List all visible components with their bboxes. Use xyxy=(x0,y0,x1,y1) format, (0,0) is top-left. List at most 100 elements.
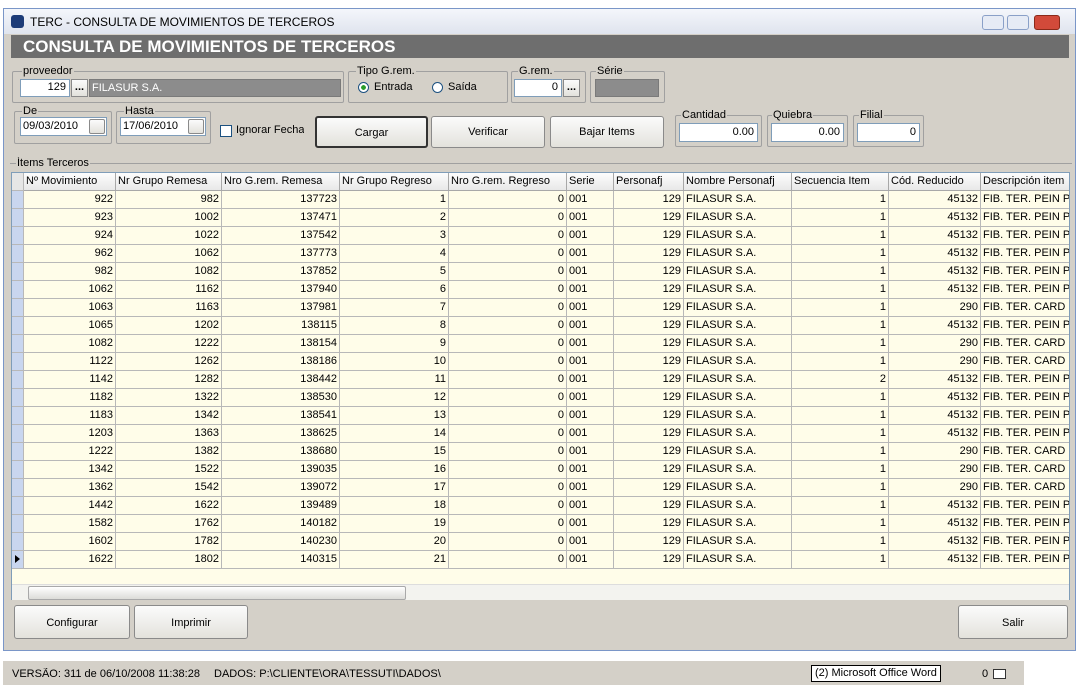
grid-cell[interactable]: 11 xyxy=(340,371,449,389)
grid-cell[interactable]: 129 xyxy=(614,551,684,569)
grid-cell[interactable]: 15 xyxy=(340,443,449,461)
grid-cell[interactable]: 0 xyxy=(449,533,567,551)
grid-cell[interactable]: 001 xyxy=(567,245,614,263)
row-indicator[interactable] xyxy=(12,263,24,281)
row-indicator[interactable] xyxy=(12,191,24,209)
grid-cell[interactable]: 0 xyxy=(449,497,567,515)
grid-cell[interactable]: 138530 xyxy=(222,389,340,407)
row-indicator[interactable] xyxy=(12,443,24,461)
grid-cell[interactable]: 12 xyxy=(340,389,449,407)
grid-cell[interactable]: 1 xyxy=(792,227,889,245)
grid-cell[interactable]: 17 xyxy=(340,479,449,497)
grid-cell[interactable]: 1802 xyxy=(116,551,222,569)
grid-cell[interactable]: 45132 xyxy=(889,407,981,425)
close-button[interactable] xyxy=(1034,15,1060,30)
grid-cell[interactable]: 001 xyxy=(567,335,614,353)
grid-cell[interactable]: 9 xyxy=(340,335,449,353)
grid-cell[interactable]: 137981 xyxy=(222,299,340,317)
grid-cell[interactable]: FIB. TER. PEIN PI xyxy=(981,533,1069,551)
grid-cell[interactable]: 1622 xyxy=(24,551,116,569)
grid-cell[interactable]: 001 xyxy=(567,461,614,479)
grid-cell[interactable]: 0 xyxy=(449,299,567,317)
row-indicator[interactable] xyxy=(12,317,24,335)
grid-cell[interactable]: FILASUR S.A. xyxy=(684,461,792,479)
grid-cell[interactable]: 129 xyxy=(614,245,684,263)
horizontal-scrollbar[interactable] xyxy=(12,584,1069,600)
grid-cell[interactable]: 001 xyxy=(567,353,614,371)
grid-cell[interactable]: 1162 xyxy=(116,281,222,299)
column-header[interactable]: Cód. Reducido xyxy=(889,173,981,191)
row-indicator[interactable] xyxy=(12,281,24,299)
grid-cell[interactable]: 1382 xyxy=(116,443,222,461)
row-indicator[interactable] xyxy=(12,299,24,317)
salir-button[interactable]: Salir xyxy=(958,605,1068,639)
grid-cell[interactable]: 129 xyxy=(614,533,684,551)
grid-cell[interactable]: 2 xyxy=(340,209,449,227)
grid-cell[interactable]: FIB. TER. PEIN PI xyxy=(981,263,1069,281)
grid-cell[interactable]: 1 xyxy=(792,551,889,569)
grid-cell[interactable]: 129 xyxy=(614,191,684,209)
grid-cell[interactable]: 138154 xyxy=(222,335,340,353)
grid-cell[interactable]: FILASUR S.A. xyxy=(684,551,792,569)
row-indicator[interactable] xyxy=(12,371,24,389)
grid-cell[interactable]: 45132 xyxy=(889,281,981,299)
grid-cell[interactable]: 1782 xyxy=(116,533,222,551)
grid-cell[interactable]: 45132 xyxy=(889,191,981,209)
row-indicator[interactable] xyxy=(12,461,24,479)
grid-cell[interactable]: 19 xyxy=(340,515,449,533)
grid-cell[interactable]: FIB. TER. CARD F xyxy=(981,335,1069,353)
grid-cell[interactable]: 001 xyxy=(567,443,614,461)
grid-cell[interactable]: 1262 xyxy=(116,353,222,371)
grid-cell[interactable]: 0 xyxy=(449,461,567,479)
grid-cell[interactable]: 129 xyxy=(614,389,684,407)
grid-cell[interactable]: 001 xyxy=(567,299,614,317)
grid-cell[interactable]: 5 xyxy=(340,263,449,281)
grid-cell[interactable]: FIB. TER. PEIN PI xyxy=(981,371,1069,389)
grid-cell[interactable]: 1 xyxy=(792,281,889,299)
grid-cell[interactable]: FIB. TER. PEIN PI xyxy=(981,245,1069,263)
row-indicator[interactable] xyxy=(12,407,24,425)
grid-cell[interactable]: 129 xyxy=(614,317,684,335)
grid-cell[interactable]: 001 xyxy=(567,425,614,443)
de-date[interactable]: 09/03/2010 xyxy=(20,117,107,136)
grid-cell[interactable]: 0 xyxy=(449,245,567,263)
grid-cell[interactable]: 923 xyxy=(24,209,116,227)
grid-cell[interactable]: 1082 xyxy=(116,263,222,281)
grid-cell[interactable]: 1 xyxy=(792,443,889,461)
row-indicator[interactable] xyxy=(12,389,24,407)
grid-cell[interactable]: FILASUR S.A. xyxy=(684,227,792,245)
grid-cell[interactable]: 1183 xyxy=(24,407,116,425)
radio-entrada-label[interactable]: Entrada xyxy=(374,81,413,93)
grid-cell[interactable]: 129 xyxy=(614,371,684,389)
grid-cell[interactable]: 45132 xyxy=(889,425,981,443)
verificar-button[interactable]: Verificar xyxy=(431,116,545,148)
grid-cell[interactable]: 45132 xyxy=(889,371,981,389)
grid-cell[interactable]: 0 xyxy=(449,551,567,569)
grid-cell[interactable]: 001 xyxy=(567,227,614,245)
radio-entrada[interactable] xyxy=(358,82,369,93)
grid-cell[interactable]: 20 xyxy=(340,533,449,551)
grid-cell[interactable]: 1602 xyxy=(24,533,116,551)
grid-cell[interactable]: 001 xyxy=(567,317,614,335)
grid-cell[interactable]: 1 xyxy=(792,335,889,353)
row-indicator[interactable] xyxy=(12,353,24,371)
grid-cell[interactable]: FILASUR S.A. xyxy=(684,299,792,317)
grid-cell[interactable]: 0 xyxy=(449,425,567,443)
grid-cell[interactable]: 139035 xyxy=(222,461,340,479)
grid-cell[interactable]: 1 xyxy=(792,389,889,407)
grid-cell[interactable]: 1002 xyxy=(116,209,222,227)
grid-cell[interactable]: 129 xyxy=(614,335,684,353)
grid-cell[interactable]: 140230 xyxy=(222,533,340,551)
column-header[interactable]: Nr Grupo Remesa xyxy=(116,173,222,191)
grid-cell[interactable]: 001 xyxy=(567,371,614,389)
grid-cell[interactable]: 7 xyxy=(340,299,449,317)
grid-cell[interactable]: 0 xyxy=(449,263,567,281)
column-header[interactable]: Nr Grupo Regreso xyxy=(340,173,449,191)
maximize-button[interactable] xyxy=(1007,15,1029,30)
grid-cell[interactable]: FIB. TER. PEIN PI xyxy=(981,227,1069,245)
grid-cell[interactable]: 1082 xyxy=(24,335,116,353)
grid-cell[interactable]: 129 xyxy=(614,209,684,227)
grid-cell[interactable]: 0 xyxy=(449,353,567,371)
grid-cell[interactable]: 0 xyxy=(449,317,567,335)
grid-cell[interactable]: 290 xyxy=(889,443,981,461)
